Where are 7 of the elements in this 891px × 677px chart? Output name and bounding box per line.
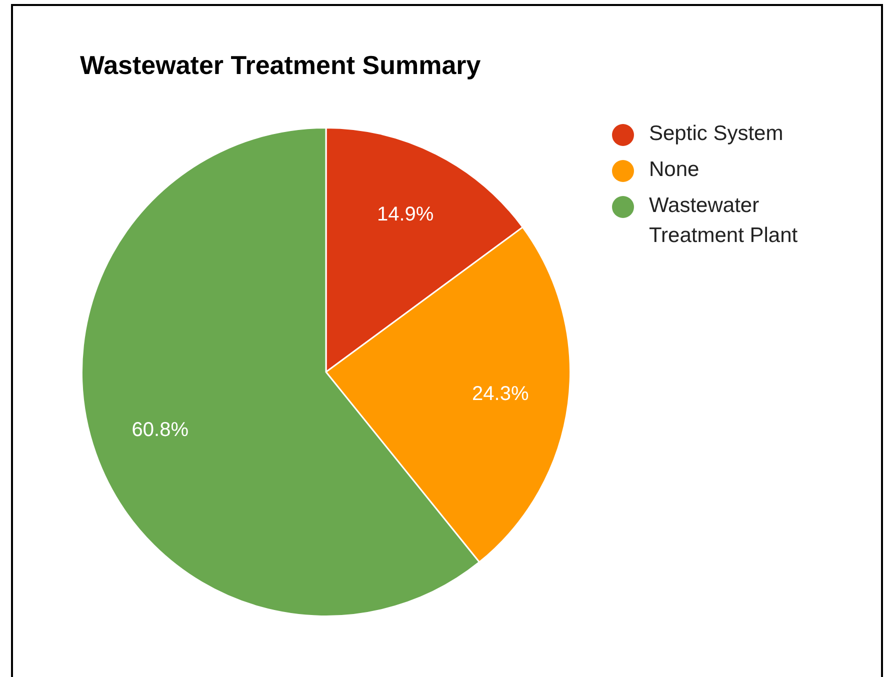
data-label: 60.8% [132,419,189,442]
legend-label: Septic System [649,121,784,147]
legend-label: None [649,157,700,183]
data-label: 24.3% [472,383,529,406]
data-label: 14.9% [376,204,434,226]
legend-label: Wastewater Treatment Plant [649,193,799,249]
chart-title: Wastewater Treatment Summary [80,50,481,81]
